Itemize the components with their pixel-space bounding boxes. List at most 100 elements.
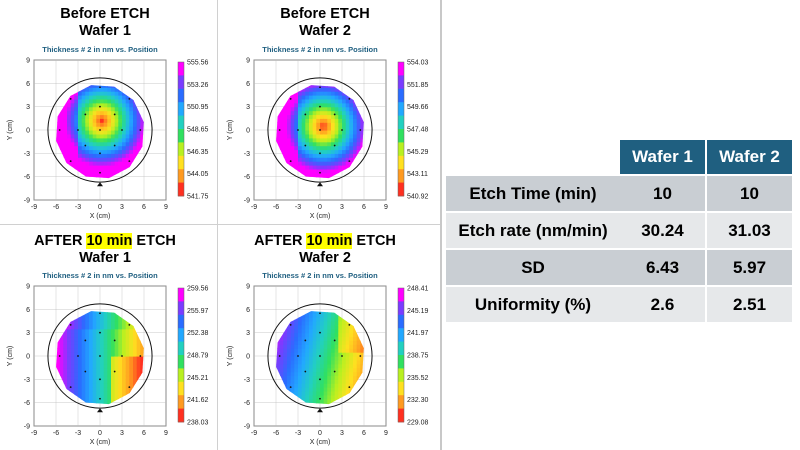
y-tick-label: -3 (244, 151, 250, 158)
cell-sd-wafer1: 6.43 (620, 249, 707, 287)
y-tick-label: -6 (24, 174, 30, 181)
row-label-sd: SD (446, 249, 620, 287)
x-tick-label: 3 (120, 204, 124, 211)
colorbar-segment (398, 129, 404, 143)
title-text: Before ETCH (60, 6, 150, 22)
measurement-point (319, 355, 321, 357)
cell-etch-rate-wafer2: 31.03 (706, 212, 792, 250)
colorbar-segment (398, 314, 404, 329)
thickness-contour (276, 311, 364, 405)
colorbar-segment (398, 301, 404, 316)
colorbar-segment (178, 408, 184, 423)
measurement-point (348, 386, 351, 389)
colorbar-segment (398, 169, 404, 183)
wafer-outline (267, 77, 373, 183)
measurement-point (319, 331, 321, 334)
colorbar-label: 541.75 (187, 194, 209, 201)
measurement-point (99, 378, 101, 381)
colorbar-label: 241.62 (187, 397, 209, 404)
colorbar-segment (178, 381, 184, 396)
panel-divider-vertical (217, 0, 218, 450)
y-tick-label: 3 (246, 104, 250, 111)
measurement-point (341, 355, 343, 357)
measurement-point (289, 386, 292, 389)
title-text: Wafer 1 (79, 23, 131, 39)
measurement-point (99, 171, 101, 174)
panel-divider-horizontal (0, 224, 440, 225)
x-tick-label: 0 (98, 204, 102, 211)
title-highlight: 10 min (306, 233, 353, 249)
measurement-point (77, 355, 79, 357)
colorbar-segment (398, 182, 404, 197)
colorbar-label: 551.85 (407, 82, 429, 89)
row-label-etch-rate: Etch rate (nm/min) (446, 212, 620, 250)
x-tick-label: 6 (362, 430, 366, 437)
colorbar-label: 548.65 (187, 127, 209, 134)
wafer-notch (97, 182, 103, 187)
y-tick-label: 3 (26, 104, 30, 111)
colorbar-segment (398, 142, 404, 157)
measurement-point (99, 129, 101, 131)
plot-title-wafer: Wafer 2 (220, 250, 430, 267)
colorbar-segment (178, 288, 184, 302)
measurement-point (319, 378, 321, 381)
colorbar-label: 555.56 (187, 60, 209, 67)
measurement-point (113, 339, 116, 342)
wafer-map-svg: Thickness # 2 in nm vs. Position -9 -6 -3 0 3… (227, 45, 429, 220)
colorbar-segment (178, 169, 184, 183)
colorbar-segment (398, 381, 404, 396)
y-tick-label: 6 (26, 307, 30, 314)
measurement-point (128, 386, 131, 389)
colorbar-label: 252.38 (187, 330, 209, 337)
measurement-point (113, 113, 116, 116)
y-tick-label: 3 (26, 330, 30, 337)
colorbar-label: 554.03 (407, 60, 429, 67)
colorbar-label: 238.75 (407, 353, 429, 360)
measurement-point (341, 129, 343, 131)
y-tick-label: -6 (244, 400, 250, 407)
y-tick-label: 6 (246, 307, 250, 314)
x-tick-label: -6 (53, 204, 59, 211)
measurement-point (297, 355, 299, 357)
colorbar-segment (178, 142, 184, 157)
colorbar-label: 229.08 (407, 420, 429, 427)
plot-title-wafer: Wafer 2 (220, 23, 430, 40)
title-text: ETCH (352, 233, 396, 249)
wafer-notch (317, 182, 323, 187)
measurement-point (99, 355, 101, 357)
cell-uniformity-wafer2: 2.51 (706, 286, 792, 324)
measurement-point (84, 113, 87, 116)
x-tick-label: 0 (318, 430, 322, 437)
plot-title: AFTER 10 min ETCH (220, 233, 430, 250)
wafer-map-svg: Thickness # 2 in nm vs. Position -9 -6 -3 0 3… (7, 45, 209, 220)
colorbar-segment (178, 368, 184, 383)
measurement-point (99, 397, 101, 400)
colorbar-segment (398, 341, 404, 356)
measurement-point (333, 370, 336, 373)
x-tick-label: 0 (98, 430, 102, 437)
measurement-point (304, 339, 307, 342)
x-tick-label: 3 (340, 204, 344, 211)
measurement-point (139, 129, 142, 131)
x-tick-label: 6 (142, 430, 146, 437)
x-tick-label: -3 (295, 430, 301, 437)
measurement-point (304, 113, 307, 116)
measurement-point (359, 355, 362, 357)
table-header-row: Wafer 1 Wafer 2 (446, 140, 792, 176)
y-tick-label: 9 (26, 284, 30, 291)
title-text: Wafer 1 (79, 250, 131, 266)
x-tick-label: -6 (53, 430, 59, 437)
measurement-point (128, 323, 131, 326)
colorbar-segment (398, 155, 404, 170)
measurement-point (99, 152, 101, 155)
measurement-point (289, 97, 292, 100)
colorbar-label: 248.79 (187, 353, 209, 360)
colorbar-label: 544.05 (187, 171, 209, 178)
title-text: ETCH (132, 233, 176, 249)
wafer-map-svg: Thickness # 2 in nm vs. Position -9 -6 -3 0 3… (227, 271, 429, 446)
cell-etch-time-wafer2: 10 (706, 175, 792, 213)
x-tick-label: -9 (31, 430, 37, 437)
y-axis-label: Y (cm) (7, 346, 14, 366)
measurement-point (139, 355, 142, 357)
x-axis-label: X (cm) (310, 439, 331, 446)
